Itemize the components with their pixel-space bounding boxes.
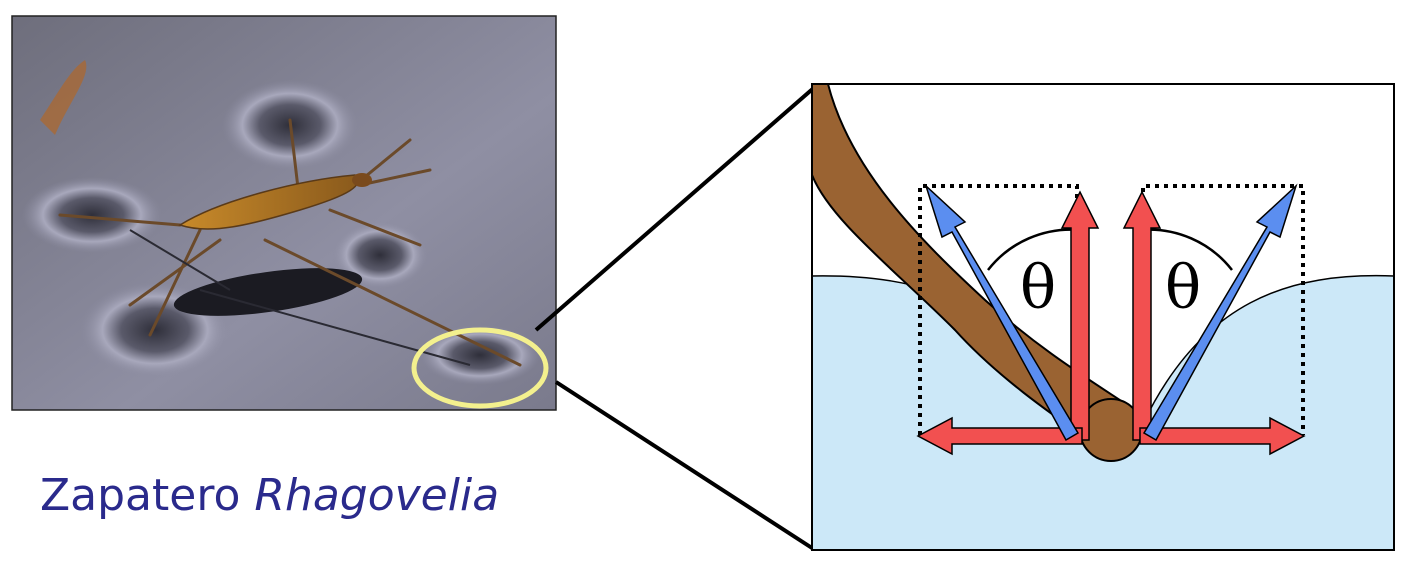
- horizontal-force-right: [1139, 416, 1306, 456]
- force-guide-right: [1141, 184, 1305, 435]
- zoom-line-bottom: [554, 380, 814, 550]
- zoom-frame: [811, 83, 1395, 551]
- vertical-force-right: [1122, 190, 1162, 441]
- force-guide-left: [918, 184, 1079, 435]
- tension-force-right: [1142, 183, 1298, 442]
- water-strider-photo: [12, 16, 556, 410]
- theta-label-left: θ: [1020, 253, 1056, 323]
- tension-force-left: [924, 183, 1080, 442]
- photo-frame: [11, 15, 557, 411]
- zoom-line-top: [534, 84, 818, 332]
- caption-genus: Rhagovelia: [254, 470, 500, 521]
- highlight-ring: [411, 327, 549, 409]
- angle-arc-right: [1139, 228, 1233, 271]
- meniscus-force-diagram: θ θ: [811, 83, 1395, 551]
- theta-label-right: θ: [1165, 253, 1201, 323]
- caption-common-name: Zapatero: [40, 470, 241, 521]
- angle-arc-left: [987, 228, 1081, 271]
- vertical-force-left: [1060, 190, 1100, 441]
- horizontal-force-left: [916, 416, 1083, 456]
- species-caption: Zapatero Rhagovelia: [40, 470, 499, 521]
